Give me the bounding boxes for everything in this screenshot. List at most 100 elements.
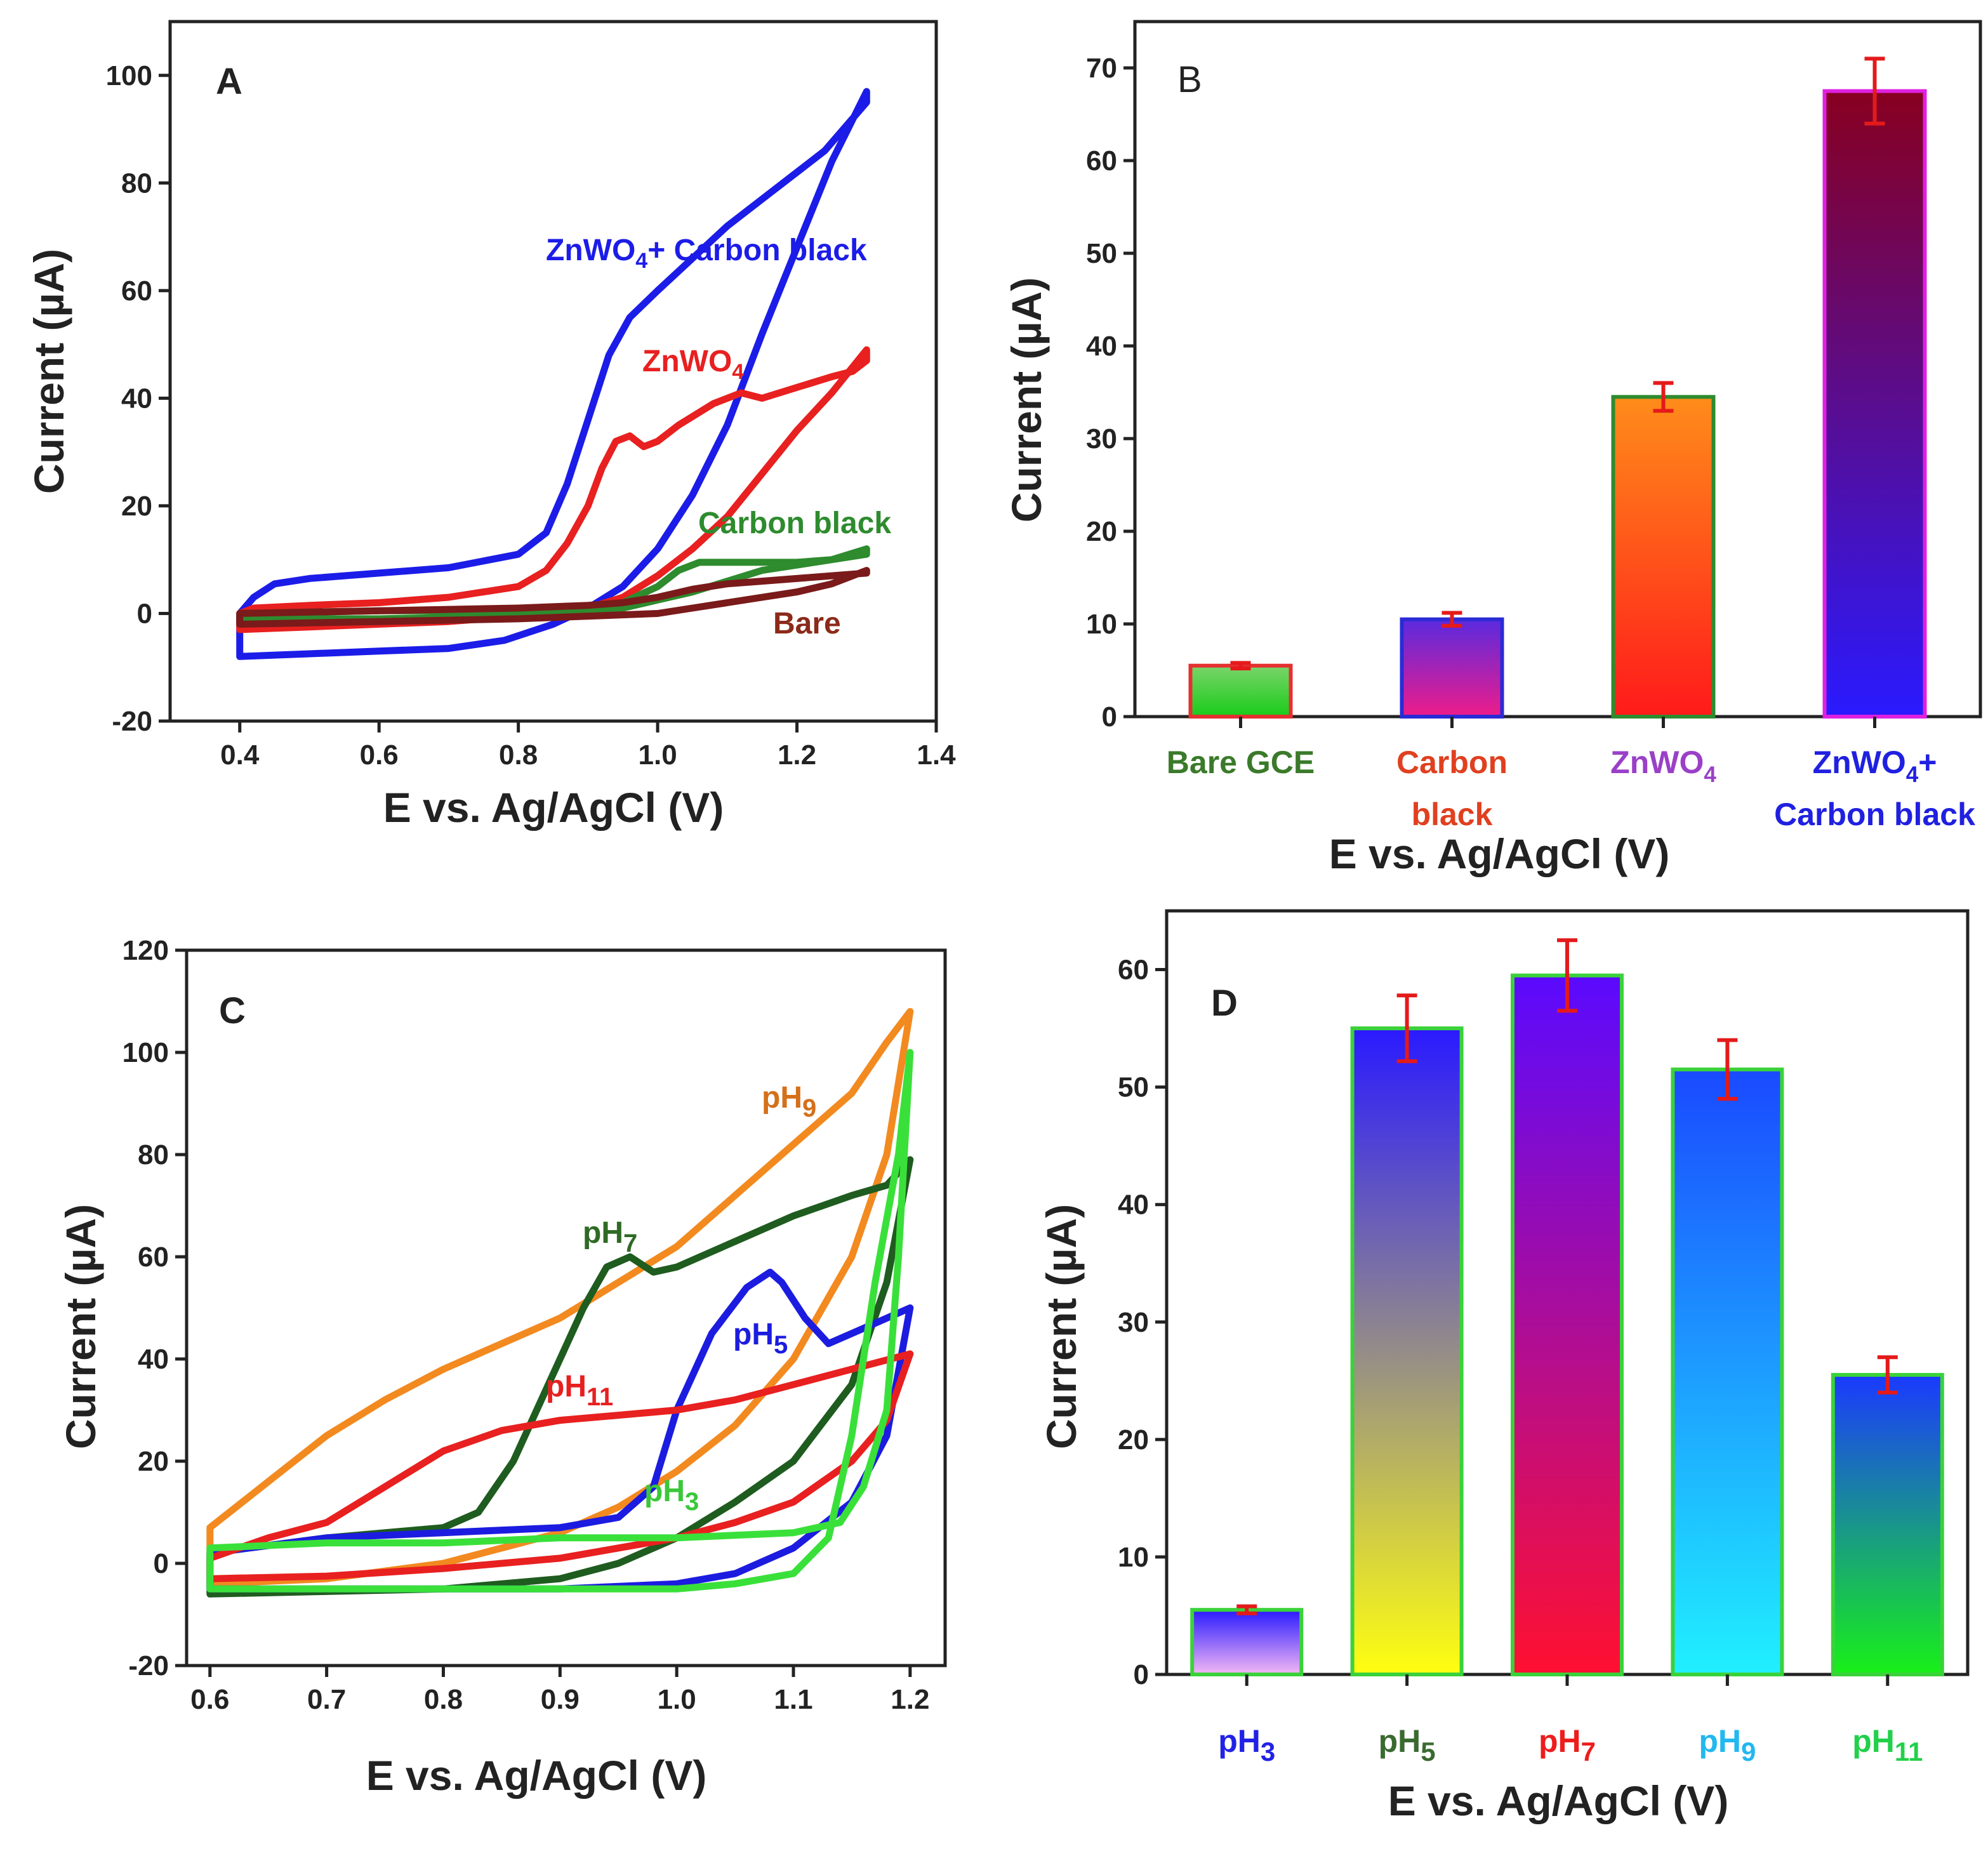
panel-a-x-axis-title: E vs. Ag/AgCl (V) <box>383 784 724 831</box>
panel-a-y-tick-label: 0 <box>137 598 152 629</box>
panel-b-y-tick-label: 50 <box>1086 238 1117 269</box>
panel-d-y-tick-label: 20 <box>1118 1424 1149 1455</box>
panel-a-label-carbon-black: Carbon black <box>698 507 891 540</box>
panel-c-x-tick-label: 0.7 <box>307 1684 346 1715</box>
panel-b-y-tick-label: 70 <box>1086 53 1117 84</box>
panel-d-bar <box>1190 1608 1304 1677</box>
panel-b-category-label: Bare GCE <box>1167 745 1315 780</box>
panel-c-label-ph3: pH3 <box>644 1475 699 1516</box>
panel-b-x-axis-title: E vs. Ag/AgCl (V) <box>1329 830 1670 877</box>
panel-a-x-tick-label: 1.4 <box>917 739 956 771</box>
panel-a-y-tick-label: 20 <box>121 491 152 522</box>
panel-b-y-tick-label: 0 <box>1102 701 1117 732</box>
panel-a-y-tick-label: -20 <box>112 706 152 737</box>
panel-d-bar <box>1671 1067 1784 1677</box>
panel-c-y-tick-label: 80 <box>138 1139 169 1170</box>
panel-d: D 0 10 20 30 40 50 60 pH3 pH5 pH7 pH9 pH11 E vs. A… <box>1038 909 1970 1824</box>
panel-c-series-ph9 <box>206 1008 914 1587</box>
panel-a-x-tick-label: 0.6 <box>360 739 399 771</box>
panel-b-plot-area <box>1188 56 1927 719</box>
panel-a-frame <box>168 20 938 723</box>
panel-a-x-tick-label: 1.2 <box>778 739 816 771</box>
panel-c-label-ph5: pH5 <box>733 1318 788 1359</box>
panel-c-y-tick-label: 120 <box>123 935 169 966</box>
panel-c-x-tick-label: 1.0 <box>658 1684 696 1715</box>
panel-b-y-tick-label: 20 <box>1086 516 1117 547</box>
panel-b-y-tick-label: 30 <box>1086 423 1117 454</box>
panel-c-letter: C <box>219 990 246 1031</box>
panel-c-y-tick-label: 60 <box>138 1242 169 1273</box>
panel-d-category-label: pH11 <box>1852 1723 1923 1766</box>
panel-b-y-tick-label: 60 <box>1086 145 1117 176</box>
panel-c-y-tick-label: 100 <box>123 1037 169 1068</box>
panel-d-category-label: pH9 <box>1699 1723 1756 1766</box>
panel-d-y-tick-label: 30 <box>1118 1307 1149 1338</box>
panel-b: B 0 10 20 30 40 50 60 70 Bare GCE Carbon black ZnW… <box>1003 20 1982 877</box>
panel-d-y-axis-title: Current (µA) <box>1038 1204 1085 1449</box>
panel-c-y-axis: -20 0 20 40 60 80 100 120 <box>123 935 187 1681</box>
panel-c-series-ph3 <box>206 1049 914 1593</box>
panel-c-y-tick-label: 40 <box>138 1344 169 1375</box>
panel-d-y-tick-label: 60 <box>1118 955 1149 986</box>
panel-c-series-ph7 <box>206 1156 914 1598</box>
panel-d-bar <box>1831 1373 1944 1677</box>
panel-c-label-ph9: pH9 <box>762 1081 816 1122</box>
panel-d-y-tick-label: 0 <box>1134 1659 1149 1690</box>
panel-d-y-tick-label: 40 <box>1118 1190 1149 1221</box>
panel-a-label-zno: ZnWO4 <box>642 345 744 384</box>
panel-d-y-tick-label: 50 <box>1118 1072 1149 1103</box>
panel-b-frame <box>1133 20 1982 719</box>
panel-a-x-tick-label: 1.0 <box>639 739 677 771</box>
panel-c-series-ph5 <box>206 1268 914 1593</box>
panel-a-x-axis: 0.4 0.6 0.8 1.0 1.2 1.4 <box>220 721 956 771</box>
panel-c-series-ph11 <box>206 1350 914 1582</box>
panel-c-y-tick-label: 0 <box>154 1548 169 1579</box>
panel-b-category-label: black <box>1412 797 1493 832</box>
panel-b-bar <box>1400 617 1504 719</box>
panel-a-plot-area <box>236 88 870 660</box>
panel-b-bar <box>1611 395 1716 719</box>
panel-d-x-axis-title: E vs. Ag/AgCl (V) <box>1388 1777 1729 1824</box>
panel-b-category-label: Carbon black <box>1774 797 1975 832</box>
panel-b-category-label: ZnWO4 <box>1610 745 1716 787</box>
panel-a-series-bare <box>236 567 870 628</box>
panel-c-frame <box>185 948 947 1667</box>
panel-a-y-axis: -20 0 20 40 60 80 100 <box>106 60 170 737</box>
panel-d-letter: D <box>1211 983 1238 1024</box>
panel-c-y-tick-label: -20 <box>128 1650 169 1681</box>
panel-a-x-tick-label: 0.4 <box>220 739 260 771</box>
panel-c-x-tick-label: 1.1 <box>774 1684 812 1715</box>
panel-c-y-axis-title: Current (µA) <box>57 1204 104 1449</box>
panel-a-y-axis-title: Current (µA) <box>25 249 72 494</box>
panel-b-y-tick-label: 10 <box>1086 609 1117 640</box>
panel-b-y-axis-title: Current (µA) <box>1003 277 1050 522</box>
panel-d-category-label: pH7 <box>1539 1723 1596 1766</box>
panel-a-label-zno-cb: ZnWO4+ Carbon black <box>546 234 867 273</box>
panel-d-y-tick-label: 10 <box>1118 1542 1149 1573</box>
panel-a-y-tick-label: 60 <box>121 275 152 307</box>
panel-a-x-tick-label: 0.8 <box>499 739 538 771</box>
panel-c-x-tick-label: 1.2 <box>891 1684 929 1715</box>
panel-a-y-tick-label: 40 <box>121 383 152 414</box>
panel-c-label-ph7: pH7 <box>583 1216 637 1257</box>
panel-d-category-label: pH5 <box>1379 1723 1436 1766</box>
panel-b-category-label: Carbon <box>1396 745 1508 780</box>
panel-b-category-label: ZnWO4+ <box>1813 745 1937 787</box>
panel-d-y-axis: 0 10 20 30 40 50 60 <box>1118 955 1167 1690</box>
panel-d-bar <box>1511 973 1624 1676</box>
panel-b-categories: Bare GCE Carbon black ZnWO4 ZnWO4+ Carbon bla… <box>1167 717 1975 832</box>
panel-c-y-tick-label: 20 <box>138 1446 169 1477</box>
panel-b-y-tick-label: 40 <box>1086 331 1117 362</box>
panel-d-plot-area <box>1190 938 1944 1677</box>
panel-c-x-tick-label: 0.8 <box>424 1684 463 1715</box>
panel-a-series-znwo4 <box>236 346 870 633</box>
panel-b-y-axis: 0 10 20 30 40 50 60 70 <box>1086 53 1135 732</box>
panel-d-categories: pH3 pH5 pH7 pH9 pH11 <box>1218 1674 1923 1766</box>
panel-b-bar <box>1822 89 1927 719</box>
panel-d-category-label: pH3 <box>1218 1723 1275 1766</box>
panel-c-x-tick-label: 0.6 <box>190 1684 229 1715</box>
panel-b-letter: B <box>1177 59 1202 100</box>
panel-c-x-axis: 0.6 0.7 0.8 0.9 1.0 1.1 1.2 <box>190 1666 929 1715</box>
panel-c-x-tick-label: 0.9 <box>541 1684 580 1715</box>
